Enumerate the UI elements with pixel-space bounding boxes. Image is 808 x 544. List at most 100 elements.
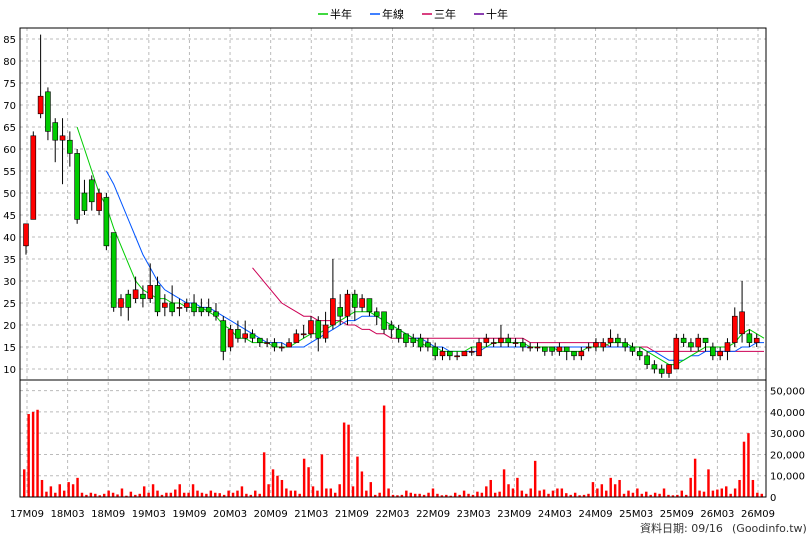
volume-bar xyxy=(58,484,61,497)
candle-body xyxy=(731,315,738,343)
time-tick-label: 21M09 xyxy=(335,509,369,520)
candle-body xyxy=(658,368,665,374)
volume-bar xyxy=(347,424,350,497)
volume-bar xyxy=(453,492,457,497)
ma-half-line xyxy=(76,126,765,366)
source-label: (Goodinfo.tw) xyxy=(732,522,807,535)
price-tick-label: 85 xyxy=(3,35,16,46)
volume-bar xyxy=(649,494,652,497)
volume-bar xyxy=(102,493,106,497)
volume-bar xyxy=(569,494,572,497)
volume-tick-label: 0 xyxy=(770,493,776,504)
volume-bar xyxy=(245,493,248,497)
candle-body xyxy=(571,351,577,357)
legend-label: 年線 xyxy=(382,7,404,21)
volume-bar xyxy=(427,492,430,497)
candle-body xyxy=(103,197,110,247)
volume-bar xyxy=(733,488,737,497)
data-date-label: 資料日期: 09/16 xyxy=(640,521,723,535)
volume-bar xyxy=(134,494,137,497)
candle-body xyxy=(344,293,351,317)
volume-bar xyxy=(356,456,359,497)
candle-body xyxy=(717,351,723,357)
price-tick-label: 55 xyxy=(3,167,16,178)
volume-bar xyxy=(738,479,741,497)
candle-body xyxy=(264,342,270,344)
volume-bar xyxy=(551,490,555,497)
price-tick-label: 75 xyxy=(3,79,16,90)
candle-body xyxy=(249,333,256,339)
volume-bar xyxy=(374,494,377,497)
volume-bar xyxy=(680,490,684,497)
volume-bar xyxy=(480,492,484,497)
volume-bar xyxy=(396,495,399,497)
volume-bar xyxy=(351,486,355,497)
candle-body xyxy=(352,293,358,308)
candle-body xyxy=(300,333,307,336)
volume-tick-label: 20,000 xyxy=(770,450,805,461)
volume-bar xyxy=(756,492,759,497)
time-tick-label: 21M03 xyxy=(294,509,328,520)
candle-body xyxy=(67,139,73,154)
candle-body xyxy=(585,346,592,349)
volume-bar xyxy=(45,491,48,497)
candle-body xyxy=(688,342,694,348)
candle-body xyxy=(534,346,541,349)
volume-bar xyxy=(725,486,728,497)
price-tick-label: 65 xyxy=(3,123,16,134)
candle-body xyxy=(330,298,336,326)
volume-bar xyxy=(707,469,710,497)
candle-body xyxy=(644,355,650,365)
volume-bar xyxy=(609,477,612,497)
volume-bar xyxy=(747,433,750,497)
volume-bar xyxy=(622,493,626,497)
volume-bar xyxy=(711,490,715,497)
candle-body xyxy=(461,351,468,357)
candle-body xyxy=(37,95,44,115)
time-tick-label: 22M03 xyxy=(375,509,409,520)
volume-bar xyxy=(178,484,181,497)
candle-body xyxy=(702,337,709,343)
volume-bar xyxy=(40,479,44,497)
volume-bar xyxy=(596,488,599,497)
volume-tick-label: 30,000 xyxy=(770,429,805,440)
volume-bar xyxy=(645,491,648,497)
volume-bar xyxy=(493,492,497,497)
candle-body xyxy=(198,307,205,313)
volume-bar xyxy=(516,477,519,497)
volume-bar xyxy=(658,493,661,497)
candle-body xyxy=(125,293,132,308)
candle-body xyxy=(183,302,190,308)
volume-bar xyxy=(400,494,404,497)
volume-bar xyxy=(485,486,488,497)
volume-bar xyxy=(258,493,261,497)
volume-bar xyxy=(231,492,235,497)
candle-body xyxy=(337,307,343,317)
candle-body xyxy=(293,333,300,343)
price-tick-label: 35 xyxy=(3,255,16,266)
volume-bar xyxy=(205,493,208,497)
time-tick-label: 22M09 xyxy=(416,509,450,520)
candle-body xyxy=(578,351,585,357)
candle-body xyxy=(81,192,88,211)
volume-bar xyxy=(307,467,310,497)
volume-bar xyxy=(23,469,26,497)
volume-bar xyxy=(294,490,297,497)
candle-body xyxy=(724,342,731,352)
time-tick-label: 26M03 xyxy=(700,509,734,520)
volume-bar xyxy=(156,490,159,497)
candle-body xyxy=(162,302,168,308)
candle-body xyxy=(527,346,533,349)
time-tick-label: 20M09 xyxy=(254,509,288,520)
candle-body xyxy=(498,337,504,343)
volume-bar xyxy=(107,490,110,497)
candle-body xyxy=(191,302,197,313)
price-tick-label: 30 xyxy=(3,277,16,288)
time-tick-label: 25M09 xyxy=(660,509,694,520)
volume-bar xyxy=(431,488,435,497)
candle-body xyxy=(140,293,146,299)
volume-bar xyxy=(471,494,475,497)
volume-bar xyxy=(405,490,408,497)
price-tick-label: 50 xyxy=(3,189,16,200)
